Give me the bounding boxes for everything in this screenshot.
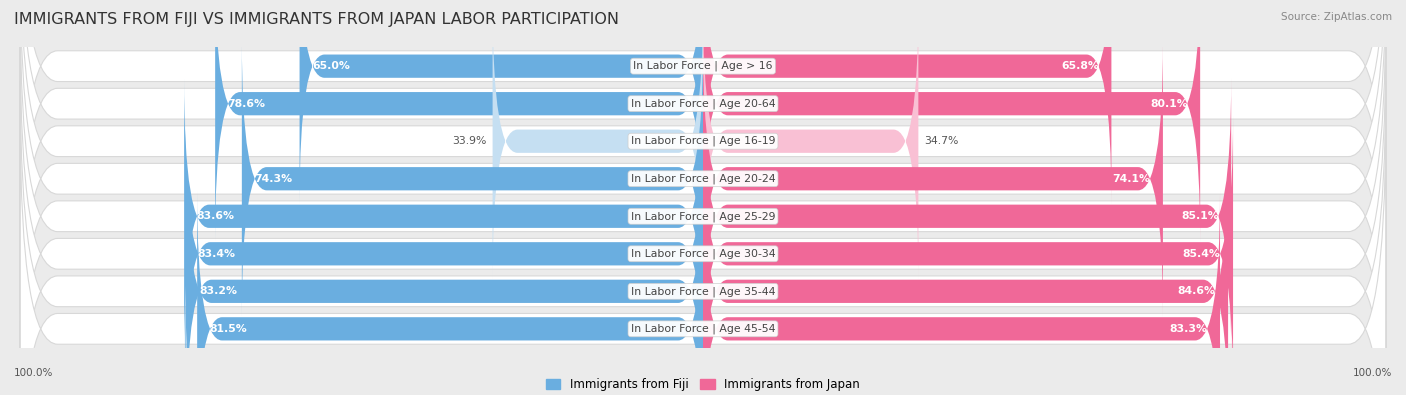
Text: In Labor Force | Age 45-54: In Labor Force | Age 45-54: [631, 324, 775, 334]
Text: IMMIGRANTS FROM FIJI VS IMMIGRANTS FROM JAPAN LABOR PARTICIPATION: IMMIGRANTS FROM FIJI VS IMMIGRANTS FROM …: [14, 12, 619, 27]
Text: In Labor Force | Age 20-24: In Labor Force | Age 20-24: [631, 173, 775, 184]
Legend: Immigrants from Fiji, Immigrants from Japan: Immigrants from Fiji, Immigrants from Ja…: [541, 373, 865, 395]
Text: Source: ZipAtlas.com: Source: ZipAtlas.com: [1281, 12, 1392, 22]
Text: 74.1%: 74.1%: [1112, 174, 1150, 184]
Text: 34.7%: 34.7%: [925, 136, 959, 146]
FancyBboxPatch shape: [20, 81, 1386, 395]
FancyBboxPatch shape: [299, 0, 703, 205]
FancyBboxPatch shape: [703, 153, 1227, 395]
Text: In Labor Force | Age 30-34: In Labor Force | Age 30-34: [631, 248, 775, 259]
FancyBboxPatch shape: [703, 115, 1233, 392]
FancyBboxPatch shape: [703, 78, 1232, 355]
FancyBboxPatch shape: [703, 40, 1163, 317]
FancyBboxPatch shape: [20, 44, 1386, 395]
Text: 33.9%: 33.9%: [451, 136, 486, 146]
FancyBboxPatch shape: [20, 0, 1386, 276]
Text: 85.4%: 85.4%: [1182, 249, 1220, 259]
FancyBboxPatch shape: [184, 78, 703, 355]
Text: 83.3%: 83.3%: [1170, 324, 1208, 334]
FancyBboxPatch shape: [492, 3, 703, 280]
Text: In Labor Force | Age 16-19: In Labor Force | Age 16-19: [631, 136, 775, 147]
FancyBboxPatch shape: [242, 40, 703, 317]
FancyBboxPatch shape: [197, 190, 703, 395]
FancyBboxPatch shape: [215, 0, 703, 242]
FancyBboxPatch shape: [703, 0, 1201, 242]
FancyBboxPatch shape: [703, 190, 1220, 395]
Text: 100.0%: 100.0%: [14, 368, 53, 378]
Text: 81.5%: 81.5%: [209, 324, 247, 334]
FancyBboxPatch shape: [186, 115, 703, 392]
Text: 100.0%: 100.0%: [1353, 368, 1392, 378]
Text: 78.6%: 78.6%: [228, 99, 266, 109]
Text: In Labor Force | Age 35-44: In Labor Force | Age 35-44: [631, 286, 775, 297]
Text: In Labor Force | Age 20-64: In Labor Force | Age 20-64: [631, 98, 775, 109]
Text: 84.6%: 84.6%: [1178, 286, 1216, 296]
FancyBboxPatch shape: [703, 0, 1111, 205]
Text: 80.1%: 80.1%: [1150, 99, 1188, 109]
Text: 83.6%: 83.6%: [197, 211, 235, 221]
Text: 83.2%: 83.2%: [200, 286, 238, 296]
Text: 65.8%: 65.8%: [1062, 61, 1099, 71]
Text: 83.4%: 83.4%: [198, 249, 236, 259]
FancyBboxPatch shape: [20, 0, 1386, 389]
FancyBboxPatch shape: [20, 119, 1386, 395]
FancyBboxPatch shape: [20, 0, 1386, 314]
Text: 74.3%: 74.3%: [254, 174, 292, 184]
FancyBboxPatch shape: [703, 3, 918, 280]
Text: 85.1%: 85.1%: [1181, 211, 1219, 221]
FancyBboxPatch shape: [187, 153, 703, 395]
Text: 65.0%: 65.0%: [312, 61, 350, 71]
FancyBboxPatch shape: [20, 6, 1386, 395]
FancyBboxPatch shape: [20, 0, 1386, 351]
Text: In Labor Force | Age 25-29: In Labor Force | Age 25-29: [631, 211, 775, 222]
Text: In Labor Force | Age > 16: In Labor Force | Age > 16: [633, 61, 773, 71]
